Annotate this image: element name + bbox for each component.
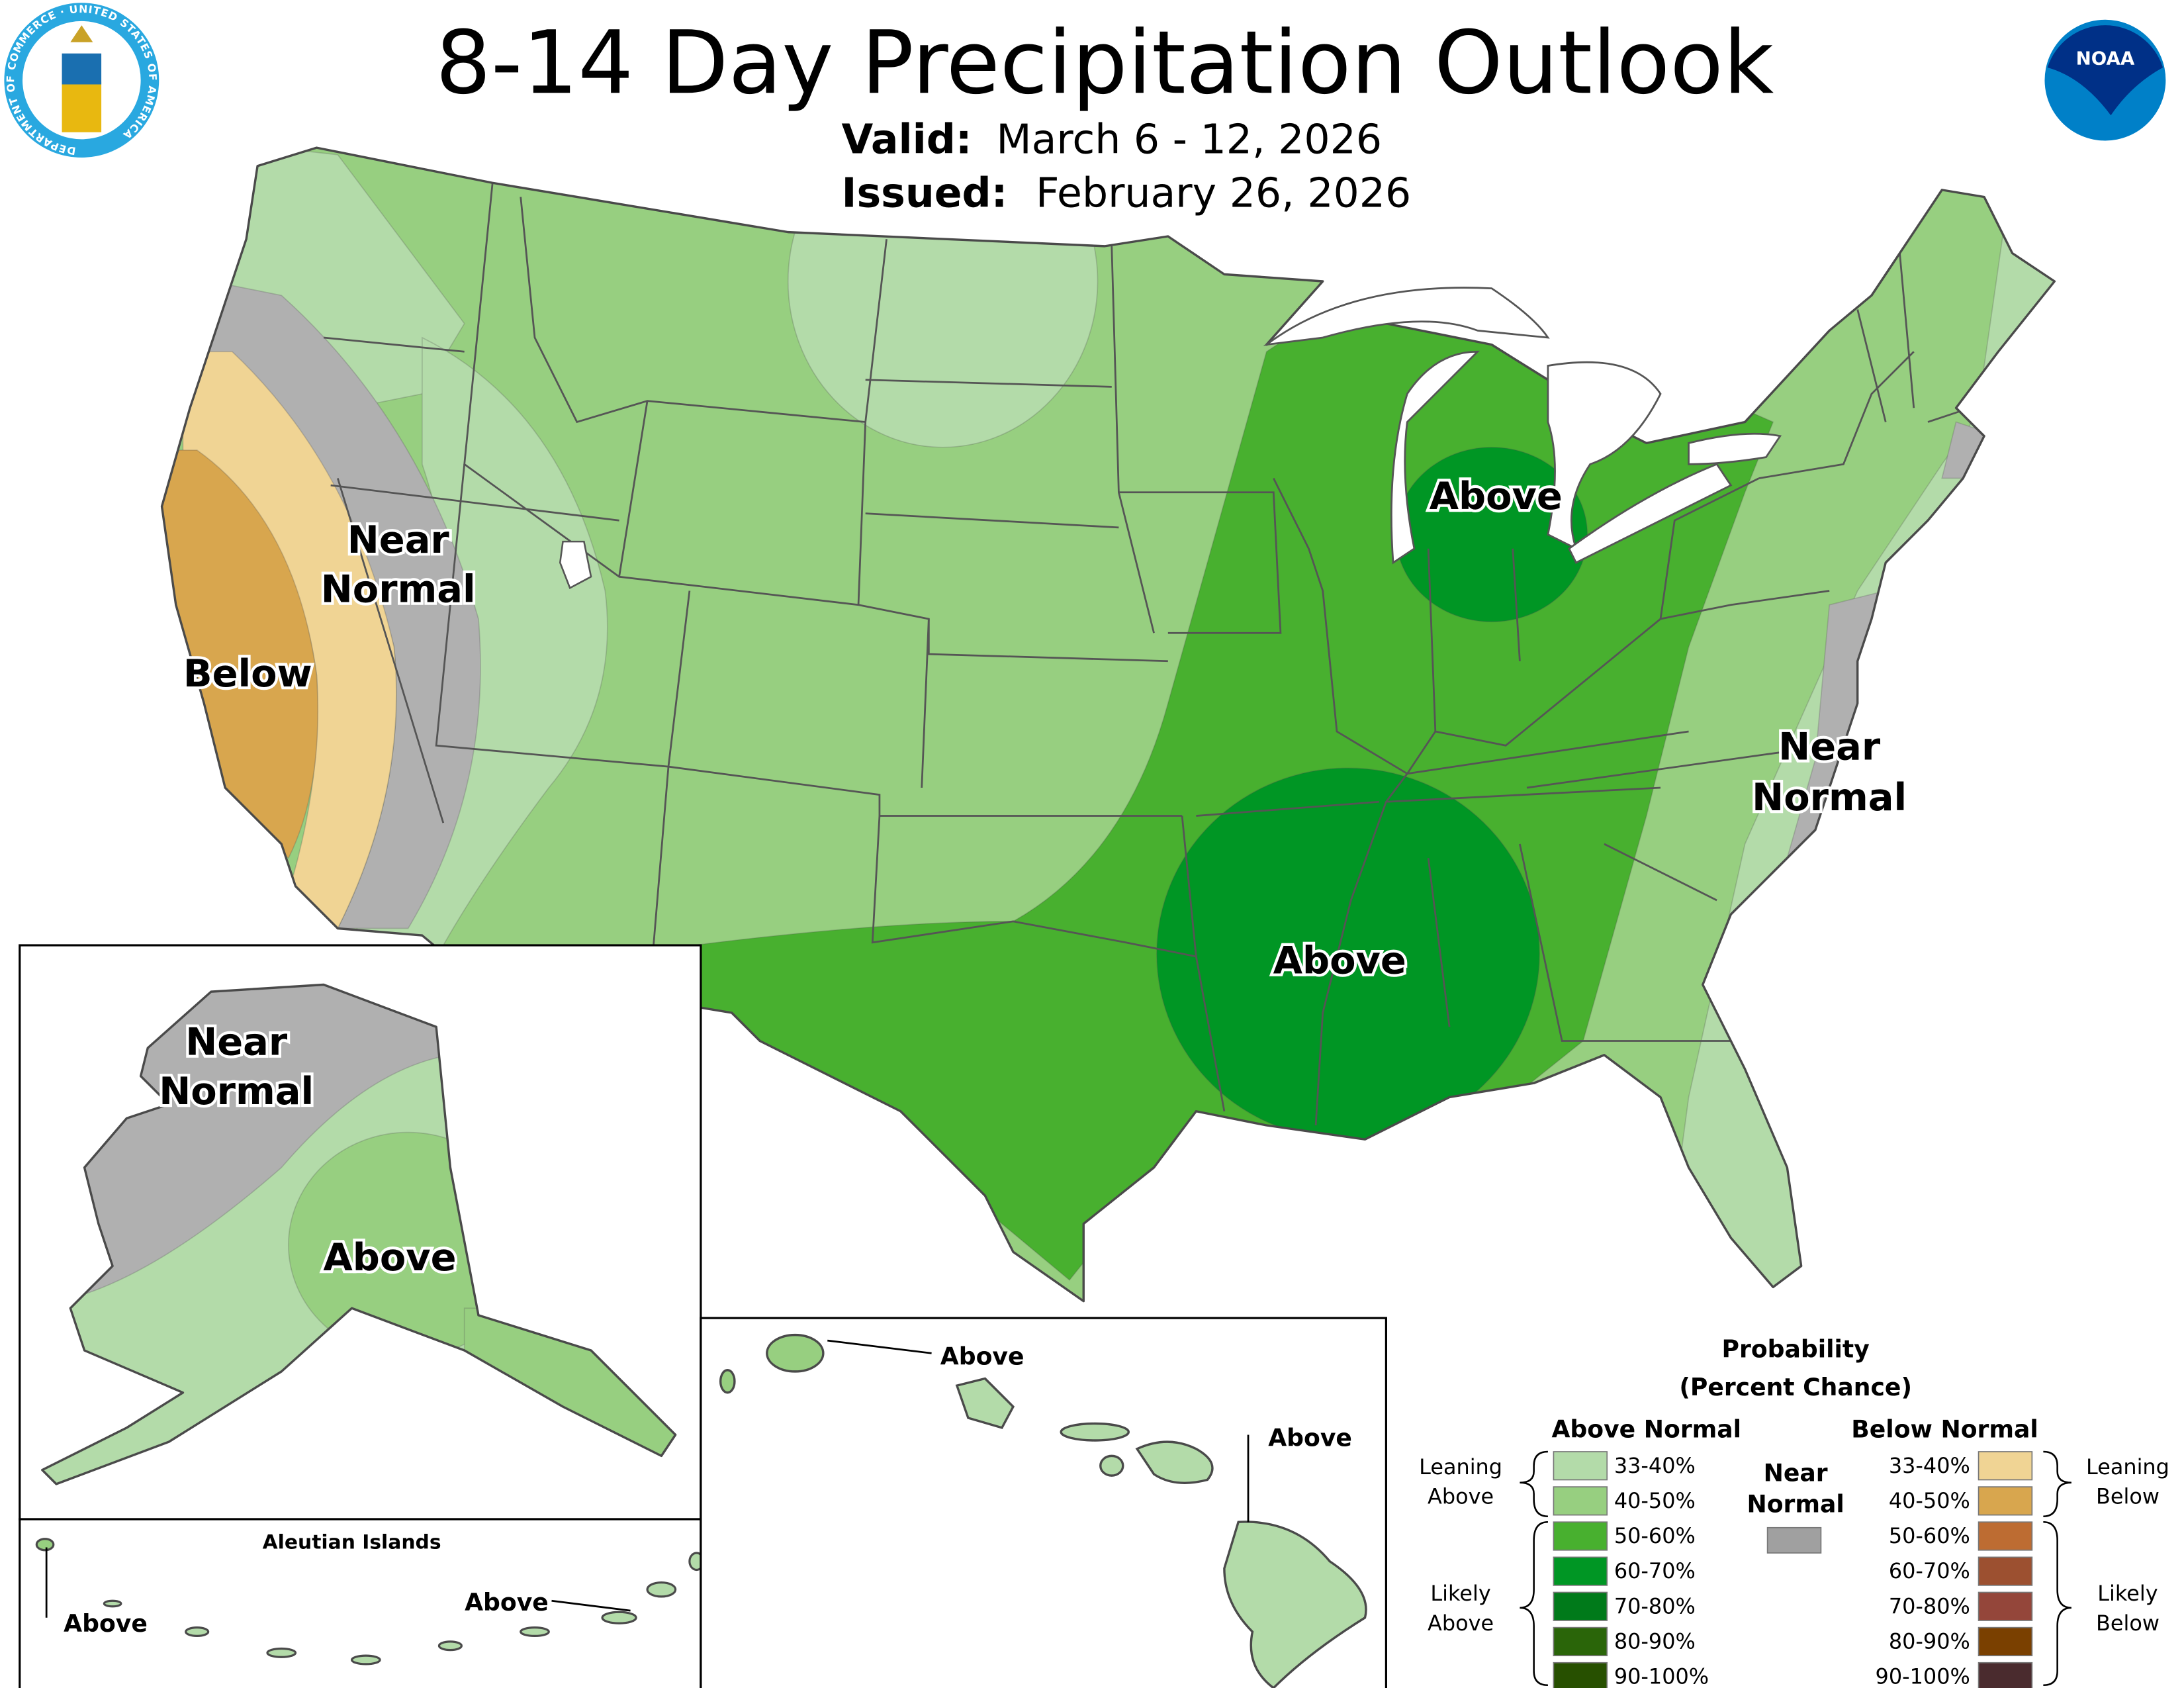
label-below-california: Below [183, 651, 312, 696]
legend-title-1: Probability [1722, 1335, 1870, 1364]
label-hawaii-above-kauai: Above [940, 1342, 1024, 1370]
legend-leaning-above-2: Above [1428, 1484, 1494, 1509]
island-big-island [1223, 1521, 1367, 1688]
legend-above-range: 70-80% [1614, 1593, 1696, 1618]
legend-above-header: Above Normal [1551, 1415, 1741, 1444]
legend-below-swatch [1978, 1556, 2033, 1586]
label-above-great-lakes: Above [1430, 474, 1563, 518]
legend-below-range: 70-80% [1889, 1593, 1970, 1618]
region-below-40-50-california [161, 449, 319, 859]
aleutian-inset: Aleutian Islands Above Above [19, 1518, 705, 1688]
legend: Probability (Percent Chance) Above Norma… [1419, 1335, 2169, 1688]
legend-near-normal-swatch [1766, 1526, 1822, 1554]
legend-above-swatch [1553, 1451, 1608, 1481]
label-aleutian-above-west: Above [64, 1609, 148, 1638]
region-above-33-40-northern-plains [787, 148, 1099, 448]
legend-below-range: 40-50% [1889, 1488, 1970, 1513]
legend-title-2: (Percent Chance) [1679, 1373, 1912, 1401]
legend-below-range: 80-90% [1889, 1629, 1970, 1654]
legend-below-swatch [1978, 1451, 2033, 1481]
alaska-outline [41, 983, 677, 1485]
legend-above-swatch [1553, 1521, 1608, 1551]
island-lanai [1099, 1454, 1124, 1477]
noaa-logo: NOAA [2044, 19, 2166, 141]
label-alaska-near-1: Near [185, 1020, 288, 1064]
label-alaska-above: Above [323, 1235, 456, 1280]
legend-above-range: 60-70% [1614, 1558, 1696, 1583]
island-maui [1135, 1440, 1214, 1484]
legend-below-range: 90-100% [1876, 1664, 1970, 1688]
department-of-commerce-seal: DEPARTMENT OF COMMERCE · UNITED STATES O… [4, 3, 159, 158]
legend-above-swatch [1553, 1662, 1608, 1688]
island-oahu [955, 1377, 1015, 1429]
legend-below-range: 33-40% [1889, 1453, 1970, 1478]
label-near-east-2: Normal [1752, 775, 1907, 820]
aleutian-islands [35, 1538, 705, 1665]
legend-below-swatch [1978, 1591, 2033, 1621]
label-near-west-2: Normal [321, 567, 476, 612]
legend-leaning-below-2: Below [2096, 1484, 2160, 1509]
legend-above-range: 80-90% [1614, 1629, 1696, 1654]
noaa-logo-text: NOAA [2076, 48, 2135, 70]
legend-likely-above-1: Likely [1430, 1581, 1490, 1606]
island-kauai [766, 1333, 825, 1373]
legend-above-items: 33-40% 40-50% 50-60% 60-70% 70-80% 80-90% 90-1… [1553, 1451, 1709, 1688]
label-above-south: Above [1273, 939, 1406, 983]
legend-below-range: 60-70% [1889, 1558, 1970, 1583]
label-hawaii-above-big-island: Above [1268, 1424, 1352, 1452]
legend-above-swatch [1553, 1486, 1608, 1516]
legend-below-swatch [1978, 1521, 2033, 1551]
issued-date: February 26, 2026 [1036, 169, 1411, 216]
great-salt-lake [559, 540, 592, 590]
legend-likely-above-2: Above [1428, 1611, 1494, 1636]
legend-above-range: 50-60% [1614, 1523, 1696, 1548]
legend-above-swatch [1553, 1591, 1608, 1621]
legend-below-swatch [1978, 1626, 2033, 1656]
legend-below-swatch [1978, 1486, 2033, 1516]
legend-likely-below-1: Likely [2097, 1581, 2158, 1606]
label-near-west-1: Near [347, 518, 450, 562]
legend-near-2: Normal [1747, 1489, 1844, 1518]
legend-below-range: 50-60% [1889, 1523, 1970, 1548]
great-lakes [559, 287, 1782, 590]
aleutian-title: Aleutian Islands [263, 1531, 441, 1554]
label-near-east-1: Near [1778, 725, 1881, 769]
legend-near-1: Near [1764, 1459, 1828, 1487]
legend-above-range: 90-100% [1614, 1664, 1709, 1688]
legend-leaning-above-1: Leaning [1419, 1454, 1502, 1479]
legend-likely-below-2: Below [2096, 1611, 2160, 1636]
issued-label: Issued: [842, 169, 1008, 216]
legend-above-swatch [1553, 1626, 1608, 1656]
island-molokai [1060, 1422, 1130, 1442]
header: DEPARTMENT OF COMMERCE · UNITED STATES O… [4, 3, 2166, 216]
map-title: 8-14 Day Precipitation Outlook [435, 13, 1774, 114]
label-alaska-near-2: Normal [159, 1069, 314, 1113]
legend-below-header: Below Normal [1851, 1415, 2038, 1444]
state-borders [323, 183, 1971, 1126]
hawaii-inset: Above Above [700, 1317, 1387, 1688]
legend-below-swatch [1978, 1662, 2033, 1688]
island-niihau [719, 1369, 736, 1394]
valid-label: Valid: [842, 116, 972, 164]
legend-above-range: 33-40% [1614, 1453, 1696, 1478]
hawaii-islands [719, 1333, 1367, 1688]
legend-braces [1520, 1450, 2071, 1687]
valid-dates: March 6 - 12, 2026 [996, 116, 1382, 164]
legend-below-items: 33-40% 40-50% 50-60% 60-70% 70-80% 80-90% 90-1… [1876, 1451, 2033, 1688]
legend-above-swatch [1553, 1556, 1608, 1586]
legend-leaning-below-1: Leaning [2086, 1454, 2169, 1479]
alaska-inset: Near Normal Above [19, 944, 702, 1521]
label-aleutian-above-east: Above [465, 1588, 549, 1617]
legend-above-range: 40-50% [1614, 1488, 1696, 1513]
